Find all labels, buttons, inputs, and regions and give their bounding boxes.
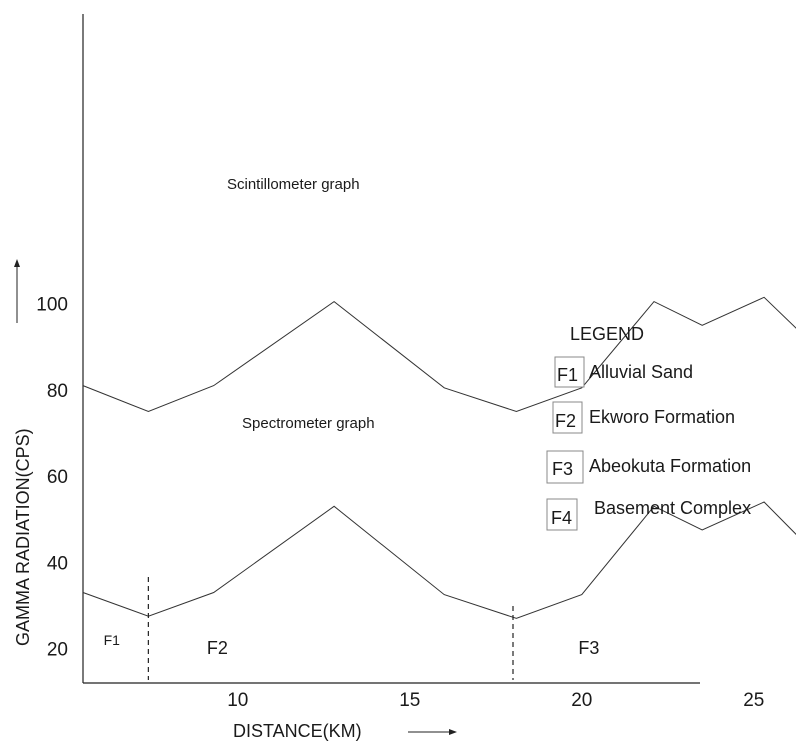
x-tick-label: 20: [571, 690, 592, 711]
spectrometer-line: [82, 501, 796, 619]
x-axis-arrow: [408, 729, 457, 735]
zone-label: F2: [207, 638, 228, 658]
legend-code: F2: [555, 411, 576, 431]
zone-labels: F1F2F3F4: [104, 632, 600, 658]
legend-code: F3: [552, 459, 573, 479]
series-group: [82, 296, 796, 619]
legend: LEGEND F1 Alluvial Sand F2 Ekworo Format…: [546, 324, 751, 531]
formation-boundaries: [147, 577, 514, 680]
legend-item: F3 Abeokuta Formation: [546, 450, 751, 484]
legend-label: Abeokuta Formation: [589, 456, 751, 476]
y-tick-label: 20: [47, 640, 68, 661]
legend-label: Alluvial Sand: [589, 362, 693, 382]
y-tick-label: 80: [47, 381, 68, 402]
x-axis-title: DISTANCE(KM): [233, 721, 362, 741]
legend-swatch: [546, 450, 584, 484]
zone-label: F1: [104, 632, 121, 648]
series-label-spectrometer: Spectrometer graph: [242, 415, 375, 432]
legend-item: F4 Basement Complex: [546, 498, 751, 531]
y-tick-label: 60: [47, 467, 68, 488]
legend-swatch: [546, 498, 578, 531]
legend-title: LEGEND: [570, 324, 644, 344]
legend-swatch: [554, 356, 585, 388]
legend-label: Ekworo Formation: [589, 407, 735, 427]
legend-swatch: [552, 401, 583, 434]
y-tick-label: 40: [47, 553, 68, 574]
x-tick-label: 15: [399, 690, 420, 711]
y-axis-title: GAMMA RADIATION(CPS): [13, 428, 33, 646]
scintillometer-line: [82, 296, 796, 413]
x-tick-labels: 101520253035: [227, 690, 764, 711]
y-tick-label: 100: [36, 295, 68, 316]
legend-item: F1 Alluvial Sand: [554, 356, 693, 388]
x-tick-label: 10: [227, 690, 248, 711]
legend-code: F1: [557, 365, 578, 385]
series-label-scintillometer: Scintillometer graph: [227, 176, 360, 193]
x-tick-label: 25: [743, 690, 764, 711]
y-tick-labels: 20 40 60 80 100: [36, 295, 68, 661]
legend-item: F2 Ekworo Formation: [552, 401, 735, 434]
zone-label: F3: [578, 638, 599, 658]
y-axis-arrow: [14, 259, 20, 323]
legend-label: Basement Complex: [594, 498, 751, 518]
legend-code: F4: [551, 508, 572, 528]
